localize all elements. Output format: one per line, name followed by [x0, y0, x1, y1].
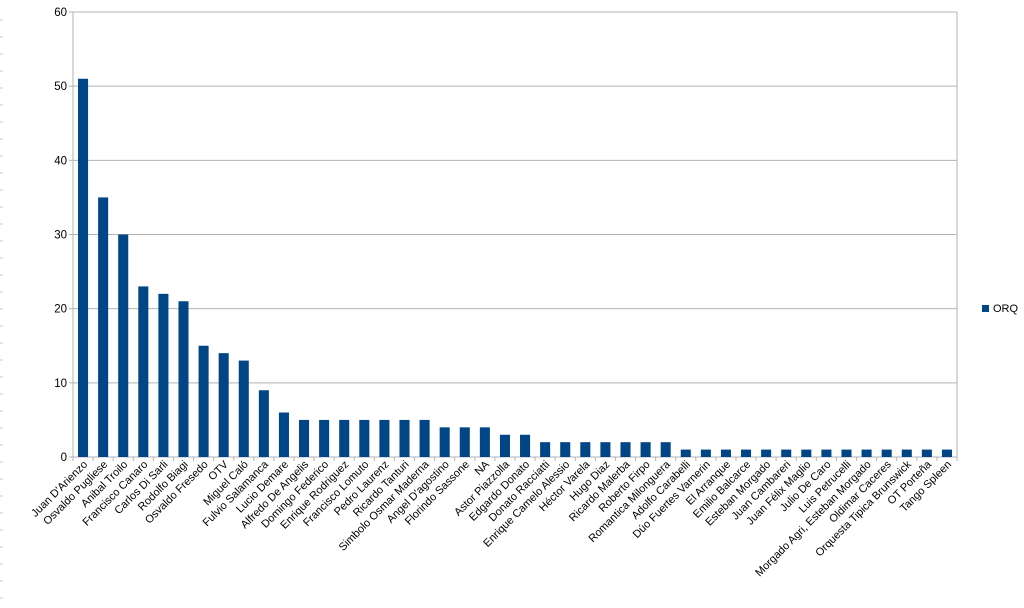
bar [781, 449, 792, 457]
bar [720, 449, 731, 457]
bar [540, 442, 551, 457]
bar [198, 345, 209, 457]
bar [801, 449, 812, 457]
bar [941, 449, 952, 457]
bar [600, 442, 611, 457]
bar [118, 234, 129, 457]
bar [680, 449, 691, 457]
bar [901, 449, 912, 457]
bar [841, 449, 852, 457]
y-tick-label: 60 [54, 7, 67, 19]
bar [761, 449, 772, 457]
bar [439, 427, 450, 457]
bars [78, 78, 952, 457]
bar [640, 442, 651, 457]
bar [499, 434, 510, 457]
bar [98, 197, 109, 457]
bar [158, 293, 169, 457]
bar [560, 442, 571, 457]
bar [861, 449, 872, 457]
legend-label: ORQ [993, 303, 1019, 315]
y-tick-label: 40 [54, 155, 67, 167]
bar [580, 442, 591, 457]
bar [278, 412, 289, 457]
bar [479, 427, 490, 457]
bar [379, 419, 390, 457]
bar [821, 449, 832, 457]
y-tick-label: 10 [54, 378, 67, 390]
bar [299, 419, 310, 457]
legend: ORQ [982, 303, 1019, 315]
bar [78, 78, 89, 457]
bar [399, 419, 410, 457]
bar [620, 442, 631, 457]
bar [921, 449, 932, 457]
y-axis-tick-labels: 0 10 20 30 40 50 60 [54, 7, 67, 464]
bar [520, 434, 531, 457]
bar [218, 353, 229, 457]
legend-swatch [982, 305, 989, 312]
bar [258, 390, 269, 457]
bar [359, 419, 370, 457]
y-tick-label: 20 [54, 304, 67, 316]
bar [339, 419, 350, 457]
y-tick-label: 0 [61, 452, 67, 464]
bar [700, 449, 711, 457]
bar [660, 442, 671, 457]
bar [178, 301, 189, 457]
bar [138, 286, 149, 457]
bar [881, 449, 892, 457]
y-tick-label: 50 [54, 81, 67, 93]
bar [741, 449, 752, 457]
bar [238, 360, 249, 457]
bar [459, 427, 470, 457]
bar [319, 419, 330, 457]
bar [419, 419, 430, 457]
y-tick-label: 30 [54, 230, 67, 242]
left-edge-ruler [0, 19, 3, 599]
